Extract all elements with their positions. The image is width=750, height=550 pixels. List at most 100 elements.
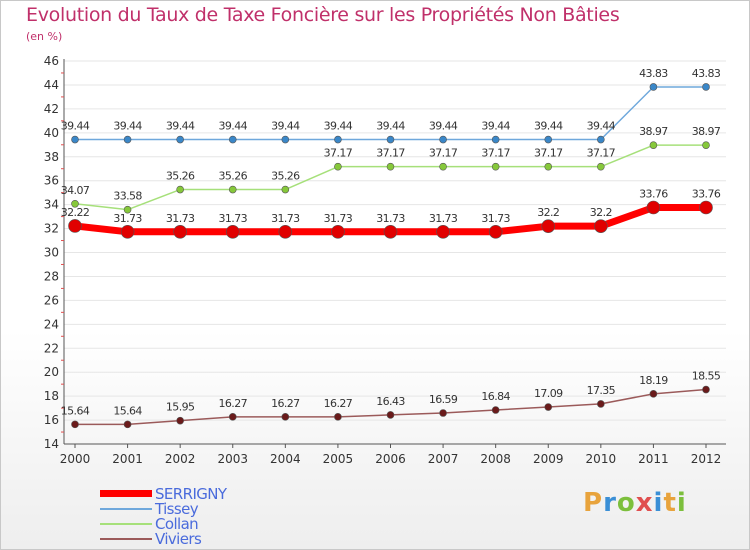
data-point-viviers [281, 413, 290, 421]
x-tick-label: 2011 [638, 452, 669, 466]
data-point-tissey [71, 135, 79, 144]
series-tissey: 39.44 39.44 39.44 39.44 39.44 39.44 39.44 39.44… [61, 67, 721, 144]
x-tick-label: 2006 [375, 452, 406, 466]
data-label-serrigny: 32.2 [537, 206, 559, 219]
data-point-tissey [176, 135, 184, 144]
data-point-viviers [439, 409, 447, 417]
series-collan: 34.07 33.58 35.26 35.26 35.26 37.17 37.17 37.17… [61, 125, 721, 214]
x-tick-label: 2004 [270, 452, 301, 466]
y-tick-label: 36 [44, 174, 59, 188]
y-tick-label: 28 [44, 269, 59, 283]
series-layer: 39.44 39.44 39.44 39.44 39.44 39.44 39.44 39.44… [61, 67, 721, 429]
axes: 14 16 18 20 22 24 26 28 30 32 34 36 38 40 42 44 46 2000 20… [44, 54, 726, 466]
data-point-tissey [491, 135, 500, 144]
data-point-tissey [228, 135, 237, 144]
data-point-tissey [544, 135, 553, 144]
data-label-tissey: 39.44 [324, 120, 353, 133]
logo-letter: r [603, 488, 617, 518]
y-tick-label: 44 [44, 78, 59, 92]
data-label-collan: 35.26 [166, 170, 195, 183]
x-tick-label: 2010 [586, 452, 617, 466]
data-point-collan [597, 162, 605, 171]
data-label-serrigny: 31.73 [219, 212, 248, 225]
data-point-collan [544, 162, 553, 171]
data-point-serrigny [594, 219, 608, 233]
data-label-tissey: 39.44 [429, 120, 458, 133]
x-tick-label: 2012 [691, 452, 722, 466]
data-point-tissey [386, 135, 395, 144]
data-point-viviers [386, 411, 395, 419]
y-tick-label: 46 [44, 54, 59, 68]
y-tick-label: 20 [44, 365, 59, 379]
data-point-viviers [491, 406, 500, 414]
data-point-collan [71, 199, 79, 208]
logo-letter: i [676, 488, 687, 518]
data-label-viviers: 18.19 [639, 374, 668, 387]
data-point-tissey [439, 135, 447, 144]
series-serrigny: 32.22 31.73 31.73 31.73 31.73 31.73 31.73 31.73… [61, 187, 721, 239]
logo-letter: o [616, 488, 636, 518]
proxiti-logo: Proxiti [583, 488, 687, 518]
data-label-collan: 38.97 [639, 125, 668, 138]
data-label-viviers: 17.09 [534, 387, 563, 400]
data-label-tissey: 39.44 [534, 120, 563, 133]
y-tick-label: 18 [44, 389, 59, 403]
data-point-tissey [702, 83, 710, 91]
y-tick-label: 14 [44, 437, 59, 451]
y-tick-label: 32 [44, 222, 59, 236]
data-label-tissey: 39.44 [271, 120, 300, 133]
data-point-viviers [649, 390, 658, 398]
data-point-collan [702, 141, 710, 149]
data-label-viviers: 17.35 [587, 384, 616, 397]
data-label-serrigny: 31.73 [324, 212, 353, 225]
data-point-serrigny [488, 224, 503, 239]
data-point-collan [228, 185, 237, 194]
data-label-collan: 37.17 [481, 147, 510, 160]
gridlines [64, 60, 726, 445]
chart-title: Evolution du Taux de Taxe Foncière sur l… [26, 4, 620, 26]
data-point-viviers [71, 420, 79, 429]
y-axis-unit: (en %) [26, 30, 63, 43]
data-label-tissey: 39.44 [113, 120, 142, 133]
data-label-collan: 38.97 [692, 125, 721, 138]
data-label-serrigny: 32.2 [590, 206, 612, 219]
legend-label: Tissey [155, 499, 199, 518]
legend-item-viviers: Viviers [100, 529, 202, 548]
x-tick-label: 2000 [60, 452, 91, 466]
legend-swatch [100, 522, 152, 525]
legend-label: SERRIGNY [155, 484, 227, 503]
data-label-tissey: 43.83 [639, 67, 668, 80]
x-tick-label: 2009 [533, 452, 564, 466]
data-label-viviers: 16.43 [376, 395, 405, 408]
data-point-tissey [649, 83, 658, 91]
data-point-tissey [281, 135, 290, 144]
data-point-serrigny [383, 224, 398, 239]
x-tick-label: 2007 [428, 452, 459, 466]
data-point-collan [176, 185, 184, 194]
data-point-viviers [702, 385, 710, 394]
legend-label: Viviers [155, 529, 202, 548]
data-label-collan: 37.17 [324, 147, 353, 160]
data-label-viviers: 16.84 [481, 390, 510, 403]
legend-swatch [100, 490, 152, 497]
data-point-serrigny [436, 224, 450, 239]
data-label-serrigny: 32.22 [61, 206, 90, 219]
legend-swatch [100, 537, 152, 540]
data-point-viviers [597, 400, 605, 408]
legend-swatch [100, 507, 152, 510]
data-label-viviers: 16.27 [324, 397, 353, 410]
data-point-viviers [176, 416, 184, 425]
data-label-serrigny: 31.73 [429, 212, 458, 225]
data-label-collan: 34.07 [61, 184, 90, 197]
data-label-viviers: 16.59 [429, 393, 458, 406]
data-label-viviers: 15.95 [166, 401, 195, 414]
data-point-tissey [597, 135, 605, 144]
data-point-collan [491, 162, 500, 171]
data-point-viviers [334, 413, 342, 421]
data-label-collan: 37.17 [376, 147, 405, 160]
data-point-viviers [544, 403, 553, 411]
data-label-viviers: 15.64 [113, 404, 142, 417]
logo-letter: x [635, 488, 654, 518]
